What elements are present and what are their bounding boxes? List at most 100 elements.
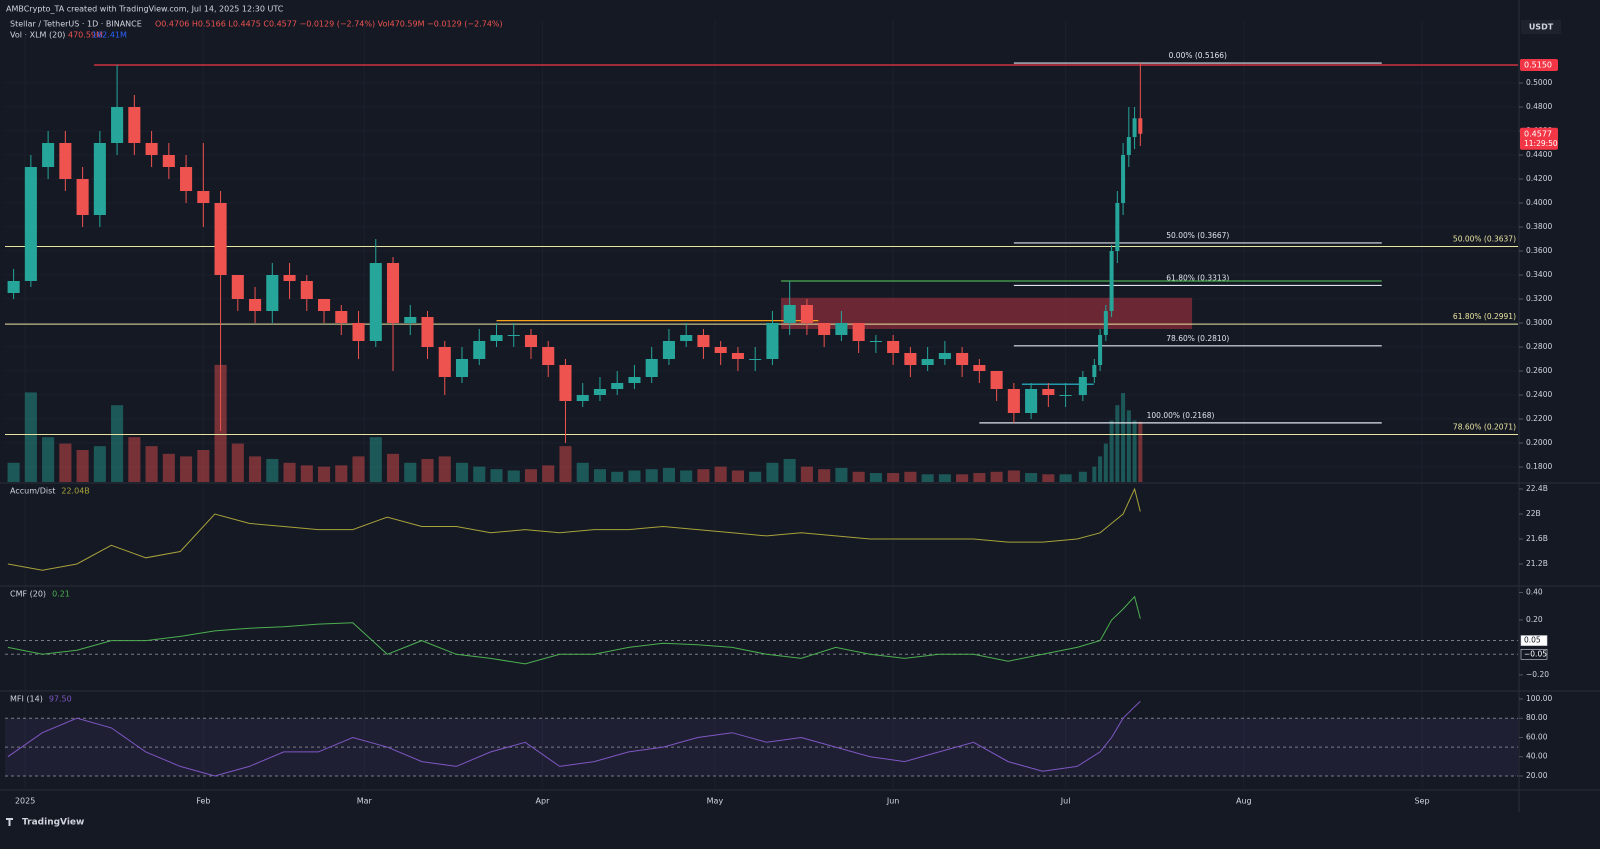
candle-body bbox=[473, 341, 486, 359]
volume-bar bbox=[938, 474, 951, 482]
volume-bar bbox=[766, 462, 779, 482]
y-tick-label: 0.5000 bbox=[1526, 78, 1552, 87]
volume-bar bbox=[697, 469, 710, 482]
volume-bar bbox=[318, 466, 331, 482]
y-tick-label: 21.6B bbox=[1526, 534, 1548, 543]
volume-bar bbox=[887, 473, 900, 482]
indicator-title: Accum/Dist bbox=[10, 487, 55, 496]
candle-body bbox=[128, 107, 141, 143]
threshold-tag bbox=[1520, 648, 1548, 660]
candle-body bbox=[1059, 395, 1072, 396]
candle-body bbox=[904, 353, 917, 365]
candle-body bbox=[386, 263, 400, 323]
candle-body bbox=[835, 323, 848, 335]
candle-body bbox=[283, 275, 296, 281]
candle-body bbox=[162, 155, 175, 167]
y-tick-label: 22.4B bbox=[1526, 484, 1548, 493]
volume-bar bbox=[714, 466, 727, 482]
y-tick-label: 21.2B bbox=[1526, 559, 1548, 568]
candle-body bbox=[852, 323, 865, 341]
candle-body bbox=[749, 359, 762, 360]
y-tick-label: 20.00 bbox=[1526, 771, 1548, 780]
fib-label: 78.60% (0.2071) bbox=[1453, 422, 1516, 431]
y-tick-label: −0.20 bbox=[1526, 670, 1549, 679]
candle-body bbox=[111, 107, 124, 143]
candle-body bbox=[145, 143, 158, 155]
indicator-line bbox=[7, 701, 1141, 777]
volume-bar bbox=[386, 453, 400, 482]
x-tick-label: Apr bbox=[536, 797, 551, 806]
volume-bar bbox=[783, 458, 796, 482]
candle-body bbox=[973, 365, 986, 371]
candle-body bbox=[800, 305, 813, 323]
y-tick-label: 0.4000 bbox=[1526, 198, 1552, 207]
volume-bar bbox=[731, 470, 744, 482]
x-tick-label: Sep bbox=[1414, 797, 1429, 806]
candle-body bbox=[507, 335, 520, 336]
candle-body bbox=[266, 275, 279, 311]
volume-bar bbox=[973, 473, 986, 482]
volume-bar bbox=[162, 453, 175, 482]
volume-bar bbox=[438, 456, 451, 482]
candle-body bbox=[783, 305, 796, 323]
y-tick-label: 0.3000 bbox=[1526, 318, 1552, 327]
fib-label: 0.00% (0.5166) bbox=[1169, 51, 1227, 60]
threshold-label: 0.05 bbox=[1524, 636, 1541, 645]
candle-body bbox=[1126, 137, 1131, 155]
candle-body bbox=[697, 335, 710, 347]
price-tag bbox=[1520, 59, 1558, 71]
candle-body bbox=[249, 299, 262, 311]
candle-body bbox=[335, 311, 348, 323]
volume-bar bbox=[990, 471, 1003, 482]
y-tick-label: 0.1800 bbox=[1526, 462, 1552, 471]
candle-body bbox=[231, 275, 244, 299]
candle-body bbox=[662, 341, 675, 359]
y-tick-label: 0.3200 bbox=[1526, 294, 1552, 303]
candle-body bbox=[24, 167, 37, 281]
y-tick-label: 0.2400 bbox=[1526, 390, 1552, 399]
candle-body bbox=[1121, 155, 1126, 203]
volume-bar bbox=[473, 466, 486, 482]
symbol: Stellar / TetherUS · 1D · BINANCE bbox=[10, 20, 142, 29]
candle-body bbox=[1109, 251, 1114, 311]
volume-bar bbox=[249, 456, 262, 482]
volume-bar bbox=[645, 469, 658, 482]
volume-bar bbox=[869, 473, 882, 482]
volume-bar bbox=[835, 467, 848, 482]
volume-bar bbox=[93, 446, 106, 482]
volume-value: 470.59M bbox=[68, 31, 103, 40]
volume-bar bbox=[818, 469, 831, 482]
y-tick-label: 0.3400 bbox=[1526, 270, 1552, 279]
volume-bar bbox=[266, 458, 279, 482]
candle-body bbox=[956, 353, 969, 365]
volume-title: Vol · XLM (20) bbox=[10, 31, 65, 40]
x-tick-label: May bbox=[707, 797, 724, 806]
candle-body bbox=[318, 299, 331, 311]
volume-bar bbox=[335, 465, 348, 482]
volume-bar bbox=[1115, 405, 1120, 482]
indicator-title: CMF (20) bbox=[10, 590, 46, 599]
fib-label: 100.00% (0.2168) bbox=[1147, 411, 1215, 420]
volume-bar bbox=[559, 446, 572, 482]
candle-body bbox=[887, 341, 900, 353]
volume-bar bbox=[1098, 456, 1103, 482]
volume-bar bbox=[76, 450, 89, 482]
candle-body bbox=[869, 341, 882, 342]
volume-bar bbox=[1078, 471, 1087, 482]
fib-label: 61.80% (0.2991) bbox=[1453, 312, 1516, 321]
candle-body bbox=[1092, 365, 1097, 377]
candle-body bbox=[628, 377, 641, 383]
indicator-line bbox=[7, 487, 1141, 571]
candle-body bbox=[1138, 118, 1143, 134]
volume-bar bbox=[1103, 443, 1108, 482]
y-tick-label: 0.2000 bbox=[1526, 438, 1552, 447]
volume-bar bbox=[662, 467, 675, 482]
y-tick-label: 0.4800 bbox=[1526, 102, 1552, 111]
volume-bar bbox=[1025, 473, 1038, 482]
volume-bar bbox=[1007, 470, 1020, 482]
candle-body bbox=[938, 353, 951, 359]
volume-bar bbox=[1126, 410, 1131, 482]
y-tick-label: 80.00 bbox=[1526, 713, 1548, 722]
candle-body bbox=[7, 281, 20, 293]
volume-bar bbox=[1092, 466, 1097, 482]
